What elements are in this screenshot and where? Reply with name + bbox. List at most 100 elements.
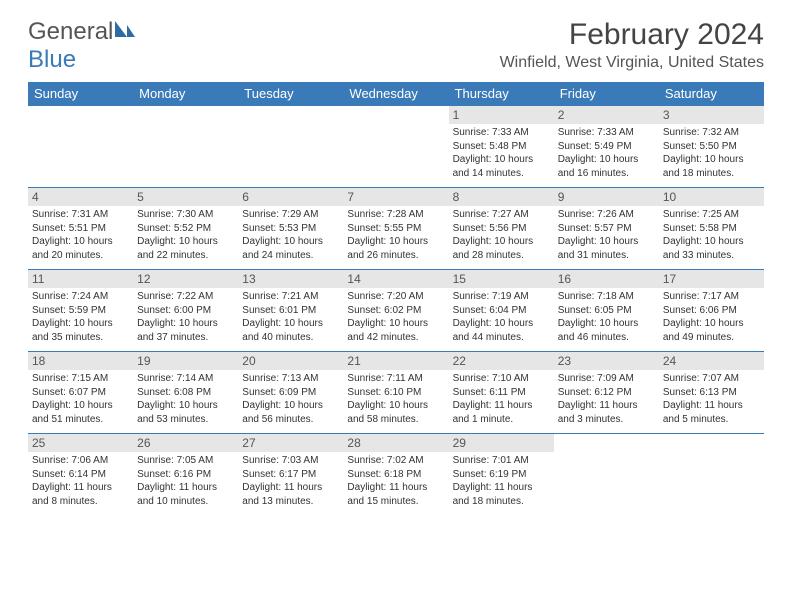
sun-line: Daylight: 10 hours <box>32 235 129 249</box>
sun-line: Sunrise: 7:30 AM <box>137 208 234 222</box>
sun-info: Sunrise: 7:01 AMSunset: 6:19 PMDaylight:… <box>453 454 550 508</box>
sun-line: Sunset: 6:09 PM <box>242 386 339 400</box>
sun-line: Sunset: 6:19 PM <box>453 468 550 482</box>
sun-line: and 20 minutes. <box>32 249 129 263</box>
day-number: 9 <box>554 188 659 206</box>
sun-line: Sunset: 6:02 PM <box>347 304 444 318</box>
day-number: 29 <box>449 434 554 452</box>
sun-line: Sunset: 6:08 PM <box>137 386 234 400</box>
sun-line: Sunset: 6:06 PM <box>663 304 760 318</box>
sun-info: Sunrise: 7:25 AMSunset: 5:58 PMDaylight:… <box>663 208 760 262</box>
day-number: 23 <box>554 352 659 370</box>
day-header: Tuesday <box>238 82 343 106</box>
calendar-row: 18Sunrise: 7:15 AMSunset: 6:07 PMDayligh… <box>28 352 764 434</box>
sun-line: Daylight: 11 hours <box>558 399 655 413</box>
sun-info: Sunrise: 7:11 AMSunset: 6:10 PMDaylight:… <box>347 372 444 426</box>
calendar-cell: 17Sunrise: 7:17 AMSunset: 6:06 PMDayligh… <box>659 270 764 352</box>
sun-line: Sunset: 5:48 PM <box>453 140 550 154</box>
sun-line: Sunset: 6:14 PM <box>32 468 129 482</box>
sun-line: Sunrise: 7:07 AM <box>663 372 760 386</box>
sun-line: Daylight: 10 hours <box>347 317 444 331</box>
calendar-cell: 28 Sunrise: 7:02 AMSunset: 6:18 PMDayligh… <box>343 434 448 516</box>
sun-line: and 26 minutes. <box>347 249 444 263</box>
sun-info: Sunrise: 7:02 AMSunset: 6:18 PMDaylight:… <box>347 454 444 508</box>
sun-info: Sunrise: 7:32 AMSunset: 5:50 PMDaylight:… <box>663 126 760 180</box>
sun-line: Sunrise: 7:21 AM <box>242 290 339 304</box>
day-header: Friday <box>554 82 659 106</box>
day-number: 12 <box>133 270 238 288</box>
sun-line: and 56 minutes. <box>242 413 339 427</box>
sun-line: and 8 minutes. <box>32 495 129 509</box>
calendar-row: 11Sunrise: 7:24 AMSunset: 5:59 PMDayligh… <box>28 270 764 352</box>
title-block: February 2024 Winfield, West Virginia, U… <box>500 18 764 72</box>
sun-info: Sunrise: 7:31 AMSunset: 5:51 PMDaylight:… <box>32 208 129 262</box>
sun-info: Sunrise: 7:28 AMSunset: 5:55 PMDaylight:… <box>347 208 444 262</box>
calendar-cell: 22Sunrise: 7:10 AMSunset: 6:11 PMDayligh… <box>449 352 554 434</box>
day-header: Monday <box>133 82 238 106</box>
calendar-cell: 26Sunrise: 7:05 AMSunset: 6:16 PMDayligh… <box>133 434 238 516</box>
day-number: 4 <box>28 188 133 206</box>
day-number: 19 <box>133 352 238 370</box>
sun-line: and 5 minutes. <box>663 413 760 427</box>
sun-line: Sunrise: 7:14 AM <box>137 372 234 386</box>
day-header-row: SundayMondayTuesdayWednesdayThursdayFrid… <box>28 82 764 106</box>
sun-info: Sunrise: 7:03 AMSunset: 6:17 PMDaylight:… <box>242 454 339 508</box>
calendar-cell: 23 Sunrise: 7:09 AMSunset: 6:12 PMDayligh… <box>554 352 659 434</box>
calendar-cell: 16Sunrise: 7:18 AMSunset: 6:05 PMDayligh… <box>554 270 659 352</box>
calendar-cell: 13Sunrise: 7:21 AMSunset: 6:01 PMDayligh… <box>238 270 343 352</box>
day-number: 2 <box>554 106 659 124</box>
sun-line: Daylight: 10 hours <box>663 235 760 249</box>
sun-info: Sunrise: 7:29 AMSunset: 5:53 PMDaylight:… <box>242 208 339 262</box>
sun-line: Sunrise: 7:26 AM <box>558 208 655 222</box>
sun-line: Sunrise: 7:11 AM <box>347 372 444 386</box>
sun-line: Sunset: 5:56 PM <box>453 222 550 236</box>
sun-line: Daylight: 10 hours <box>137 235 234 249</box>
calendar-cell: 18Sunrise: 7:15 AMSunset: 6:07 PMDayligh… <box>28 352 133 434</box>
sun-line: Daylight: 11 hours <box>32 481 129 495</box>
sun-line: Daylight: 10 hours <box>558 235 655 249</box>
sun-line: Sunset: 5:57 PM <box>558 222 655 236</box>
logo-word2: Blue <box>28 46 76 73</box>
sun-line: and 24 minutes. <box>242 249 339 263</box>
sun-line: Sunrise: 7:10 AM <box>453 372 550 386</box>
sun-line: and 22 minutes. <box>137 249 234 263</box>
sun-info: Sunrise: 7:33 AMSunset: 5:48 PMDaylight:… <box>453 126 550 180</box>
sun-line: Daylight: 10 hours <box>558 317 655 331</box>
sun-line: Daylight: 10 hours <box>32 399 129 413</box>
sun-line: Daylight: 11 hours <box>453 481 550 495</box>
day-header: Thursday <box>449 82 554 106</box>
sun-info: Sunrise: 7:13 AMSunset: 6:09 PMDaylight:… <box>242 372 339 426</box>
sun-info: Sunrise: 7:09 AMSunset: 6:12 PMDaylight:… <box>558 372 655 426</box>
day-number: 28 <box>343 434 448 452</box>
sun-line: and 15 minutes. <box>347 495 444 509</box>
sun-info: Sunrise: 7:30 AMSunset: 5:52 PMDaylight:… <box>137 208 234 262</box>
sun-line: Sunrise: 7:17 AM <box>663 290 760 304</box>
sun-line: Daylight: 11 hours <box>137 481 234 495</box>
calendar-cell: 6Sunrise: 7:29 AMSunset: 5:53 PMDaylight… <box>238 188 343 270</box>
day-number: 5 <box>133 188 238 206</box>
sun-line: Daylight: 10 hours <box>347 235 444 249</box>
sun-info: Sunrise: 7:20 AMSunset: 6:02 PMDaylight:… <box>347 290 444 344</box>
sun-line: Sunrise: 7:29 AM <box>242 208 339 222</box>
sun-line: and 28 minutes. <box>453 249 550 263</box>
sun-info: Sunrise: 7:18 AMSunset: 6:05 PMDaylight:… <box>558 290 655 344</box>
day-number: 3 <box>659 106 764 124</box>
sun-line: Sunset: 6:05 PM <box>558 304 655 318</box>
sun-line: Daylight: 10 hours <box>663 317 760 331</box>
sun-line: and 40 minutes. <box>242 331 339 345</box>
sun-line: Sunset: 6:01 PM <box>242 304 339 318</box>
sun-line: and 37 minutes. <box>137 331 234 345</box>
sun-line: and 18 minutes. <box>453 495 550 509</box>
sun-line: Daylight: 11 hours <box>663 399 760 413</box>
sun-line: Sunset: 6:00 PM <box>137 304 234 318</box>
sun-line: Sunrise: 7:32 AM <box>663 126 760 140</box>
day-number: 22 <box>449 352 554 370</box>
day-number: 18 <box>28 352 133 370</box>
sun-line: Sunset: 6:17 PM <box>242 468 339 482</box>
calendar-cell: 1Sunrise: 7:33 AMSunset: 5:48 PMDaylight… <box>449 106 554 188</box>
day-number: 20 <box>238 352 343 370</box>
sun-line: Daylight: 10 hours <box>558 153 655 167</box>
calendar-table: SundayMondayTuesdayWednesdayThursdayFrid… <box>28 82 764 516</box>
sun-line: and 58 minutes. <box>347 413 444 427</box>
sun-info: Sunrise: 7:26 AMSunset: 5:57 PMDaylight:… <box>558 208 655 262</box>
